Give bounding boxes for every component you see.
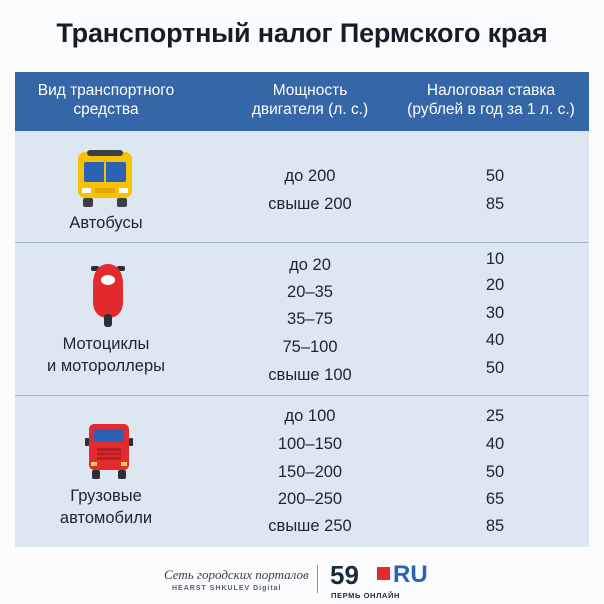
rate-cell: 20: [485, 276, 505, 294]
vehicle-label-line: и мотороллеры: [47, 357, 165, 375]
header-tax-rate-line2: (рублей в год за 1 л. с.): [407, 101, 575, 118]
table-header: Вид транспортного средства Мощность двиг…: [15, 72, 589, 131]
power-cell: до 20: [289, 256, 331, 274]
logo-ru: RU: [393, 561, 428, 588]
footer: Сеть городских порталов HEARST SHKULEV D…: [0, 555, 604, 600]
rate-cell: 40: [485, 331, 505, 349]
motorcycle-icon: [89, 260, 127, 333]
network-sub: HEARST SHKULEV Digital: [172, 585, 282, 592]
vehicle-label-trucks: Грузовые автомобили: [15, 485, 197, 529]
power-cell: свыше 200: [268, 195, 352, 213]
logo-square-icon: [377, 567, 390, 580]
vehicle-label-motorcycles: Мотоциклы и мотороллеры: [15, 333, 197, 377]
section-divider: [15, 395, 589, 396]
header-vehicle-type-line2: средства: [73, 101, 139, 118]
bus-icon: [77, 150, 133, 213]
footer-divider: [317, 565, 318, 593]
header-engine-power: Мощность двигателя (л. с.): [237, 81, 383, 119]
power-cell: 100–150: [277, 435, 343, 453]
rate-cell: 85: [485, 195, 505, 213]
rate-cell: 50: [485, 463, 505, 481]
vehicle-label-line: Мотоциклы: [62, 335, 150, 353]
rate-cell: 30: [485, 304, 505, 322]
power-cell: до 100: [284, 407, 336, 425]
rate-cell: 25: [485, 407, 505, 425]
power-cell: 150–200: [277, 463, 343, 481]
header-vehicle-type: Вид транспортного средства: [15, 81, 197, 119]
power-cell: 20–35: [287, 283, 333, 301]
header-tax-rate: Налоговая ставка (рублей в год за 1 л. с…: [391, 81, 591, 119]
header-tax-rate-line1: Налоговая ставка: [426, 82, 556, 99]
logo-number: 59: [330, 560, 359, 590]
header-engine-power-line2: двигателя (л. с.): [251, 101, 369, 118]
vehicle-label-buses: Автобусы: [15, 212, 197, 234]
rate-cell: 10: [485, 250, 505, 268]
network-name: Сеть городских порталов: [164, 567, 309, 582]
power-cell: 75–100: [282, 338, 338, 356]
section-divider: [15, 242, 589, 243]
truck-icon: [85, 424, 133, 485]
power-cell: 200–250: [277, 490, 343, 508]
rate-cell: 65: [485, 490, 505, 508]
logo-subtitle: ПЕРМЬ ОНЛАЙН: [331, 591, 400, 600]
rate-cell: 50: [485, 359, 505, 377]
power-cell: свыше 250: [268, 517, 352, 535]
rate-cell: 50: [485, 167, 505, 185]
vehicle-label-line: Грузовые: [70, 487, 142, 505]
power-cell: 35–75: [287, 310, 333, 328]
tax-table: Вид транспортного средства Мощность двиг…: [15, 72, 589, 547]
page-title: Транспортный налог Пермского края: [56, 18, 548, 48]
rate-cell: 85: [485, 517, 505, 535]
power-cell: свыше 100: [268, 366, 352, 384]
header-vehicle-type-line1: Вид транспортного: [37, 82, 175, 99]
header-engine-power-line1: Мощность: [272, 82, 348, 99]
power-cell: до 200: [284, 167, 336, 185]
rate-cell: 40: [485, 435, 505, 453]
vehicle-label-line: автомобили: [59, 509, 153, 527]
vehicle-label-line: Автобусы: [69, 214, 143, 232]
